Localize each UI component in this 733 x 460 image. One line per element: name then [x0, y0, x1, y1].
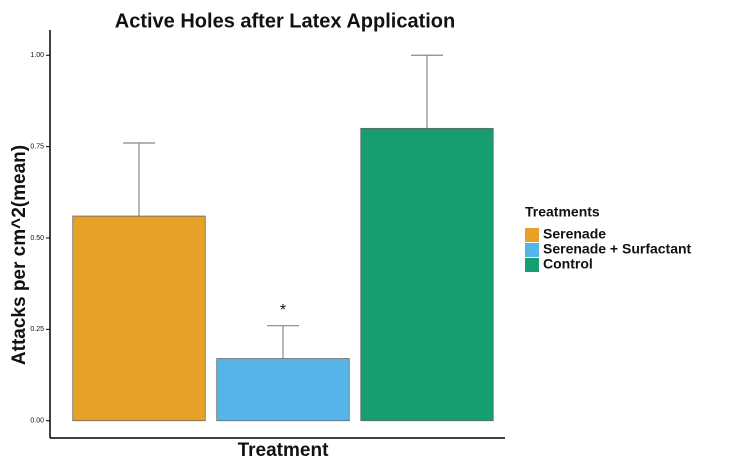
y-tick-label: 0.00 — [30, 418, 44, 425]
legend-swatch — [525, 258, 539, 272]
chart-title: Active Holes after Latex Application — [115, 10, 455, 32]
bar — [72, 215, 206, 422]
legend-title: Treatments — [525, 204, 600, 220]
y-tick-label: 0.25 — [30, 326, 44, 333]
legend-swatch — [525, 243, 539, 257]
legend-label: Serenade — [543, 226, 606, 242]
annotation: * — [280, 302, 286, 319]
legend-swatch — [525, 228, 539, 242]
bar — [360, 127, 494, 422]
x-axis-label: Treatment — [238, 440, 329, 460]
y-tick-label: 1.00 — [30, 52, 44, 59]
y-axis-label: Attacks per cm^2(mean) — [9, 145, 30, 365]
legend-label: Serenade + Surfactant — [543, 241, 692, 257]
legend-label: Control — [543, 256, 593, 272]
y-tick-label: 0.75 — [30, 143, 44, 150]
y-tick-label: 0.50 — [30, 235, 44, 242]
bar — [216, 358, 350, 422]
